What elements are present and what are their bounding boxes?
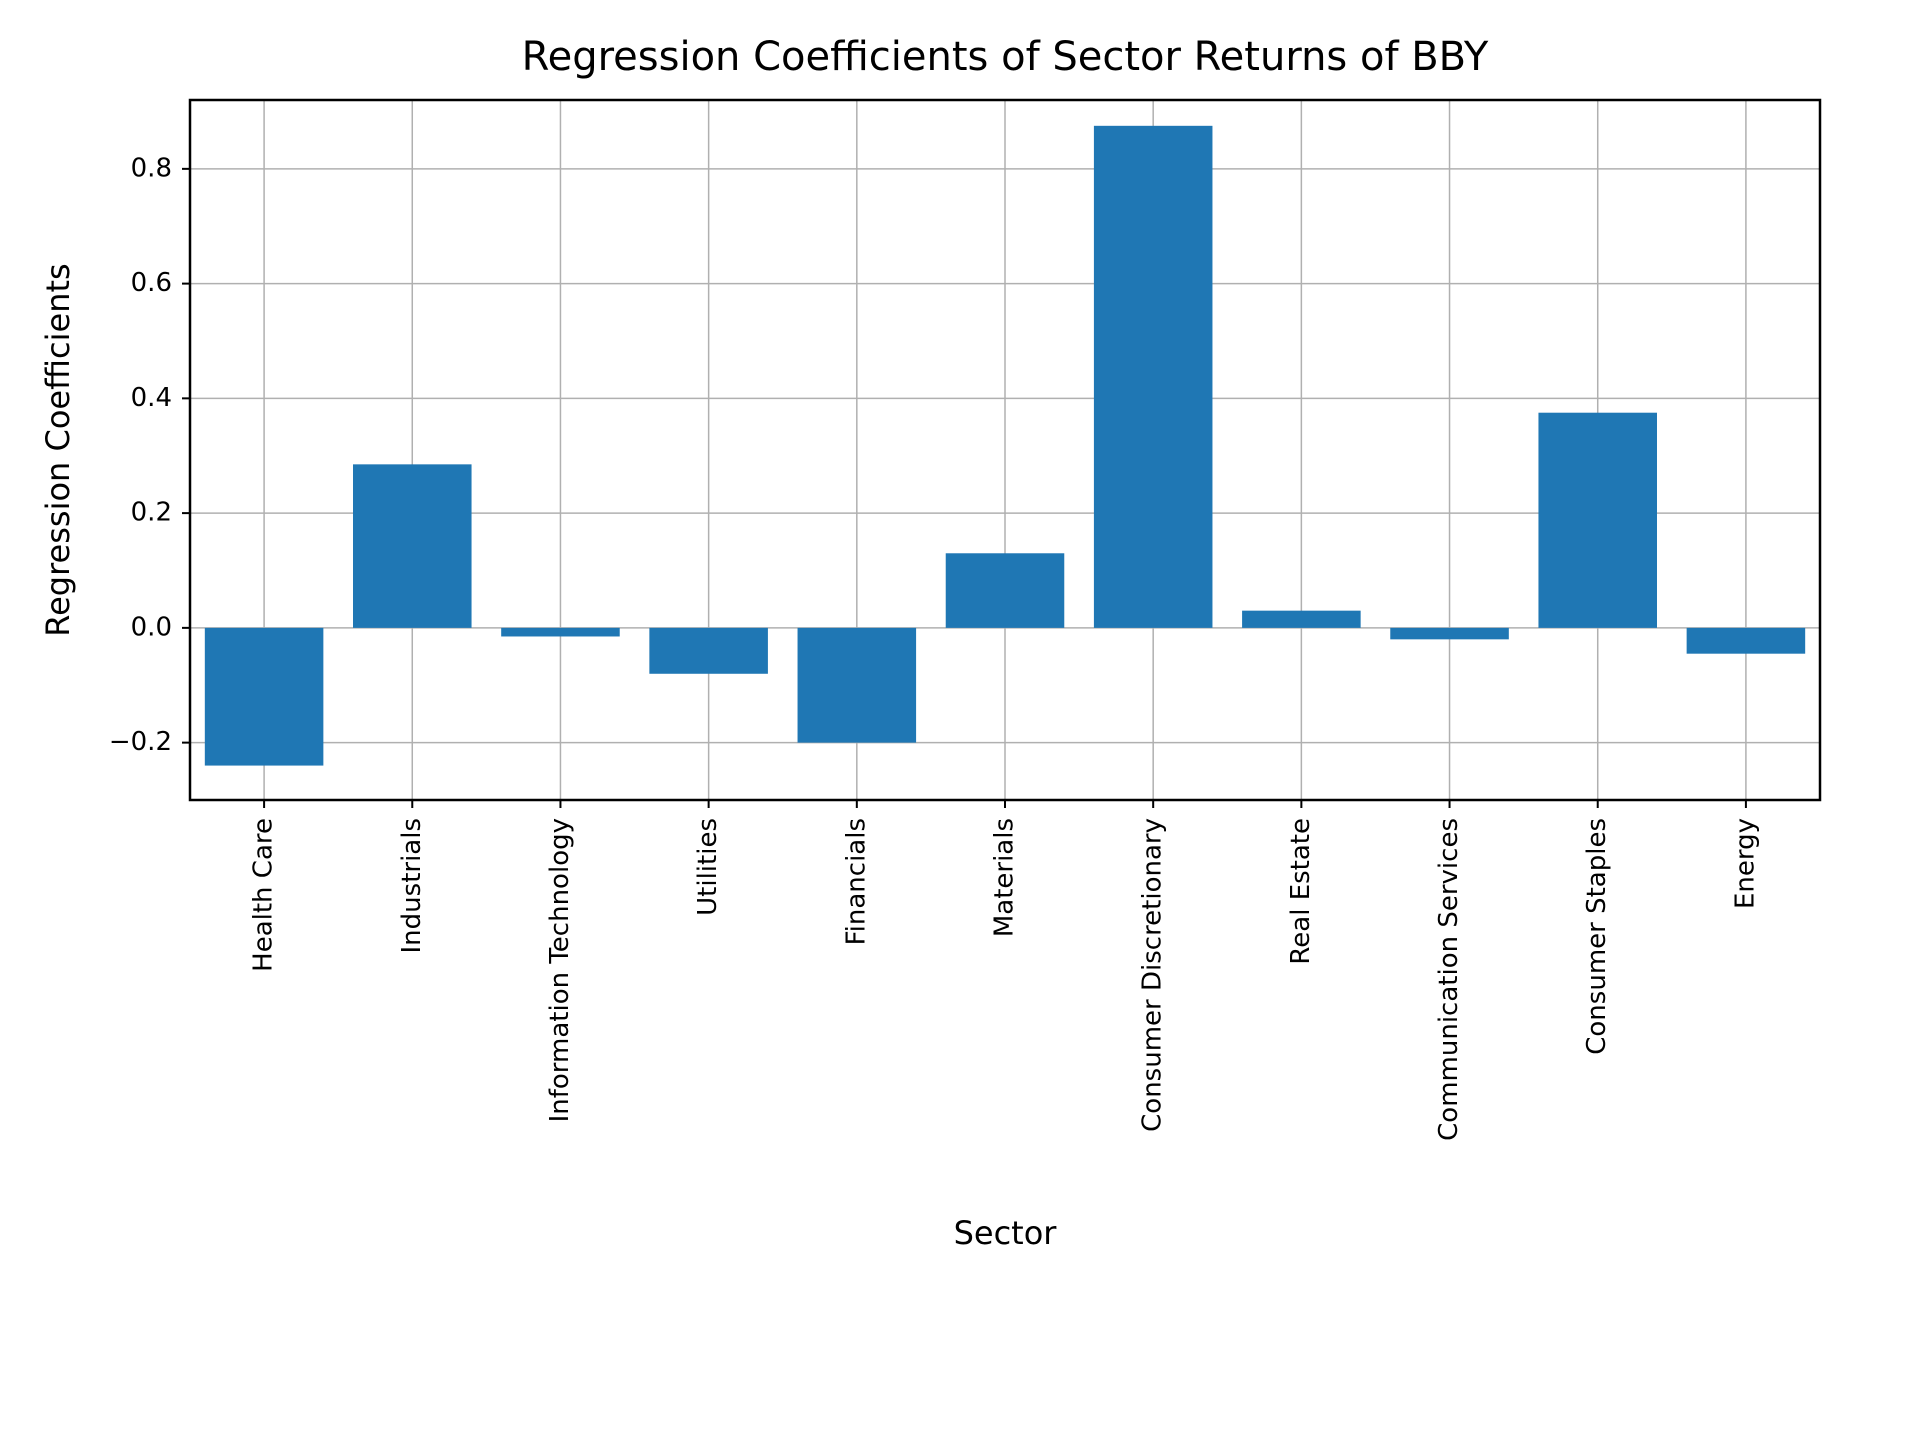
bar-consumer-staples (1538, 413, 1657, 628)
xtick-label: Consumer Staples (1582, 818, 1612, 1055)
xtick-label: Consumer Discretionary (1138, 818, 1168, 1132)
xtick-label: Materials (990, 818, 1020, 937)
bar-real-estate (1242, 611, 1361, 628)
bar-information-technology (501, 628, 620, 637)
ytick-label: 0.2 (131, 498, 172, 528)
x-axis-label: Sector (954, 1214, 1058, 1252)
y-axis-label: Regression Coefficients (39, 263, 77, 636)
chart-title: Regression Coefficients of Sector Return… (522, 34, 1489, 80)
bar-health-care (205, 628, 324, 766)
bar-utilities (649, 628, 768, 674)
xtick-label: Industrials (397, 818, 427, 953)
ytick-label: −0.2 (109, 727, 172, 757)
bar-energy (1687, 628, 1806, 654)
ytick-label: 0.8 (131, 153, 172, 183)
xtick-label: Energy (1730, 818, 1760, 909)
bar-financials (798, 628, 917, 743)
xtick-label: Financials (841, 818, 871, 945)
ytick-label: 0.0 (131, 612, 172, 642)
bar-industrials (353, 464, 472, 628)
bar-materials (946, 553, 1065, 628)
xtick-label: Real Estate (1286, 818, 1316, 965)
regression-bar-chart: −0.2 0.0 0.2 0.4 0.6 0.8 Health Care Industrial… (0, 0, 1920, 1440)
xtick-label: Health Care (249, 818, 279, 972)
bar-consumer-discretionary (1094, 126, 1213, 628)
xtick-label: Information Technology (545, 818, 575, 1122)
bar-communication-services (1390, 628, 1509, 639)
xtick-label: Communication Services (1434, 818, 1464, 1141)
ytick-label: 0.4 (131, 383, 172, 413)
xtick-label: Utilities (693, 818, 723, 916)
ytick-label: 0.6 (131, 268, 172, 298)
